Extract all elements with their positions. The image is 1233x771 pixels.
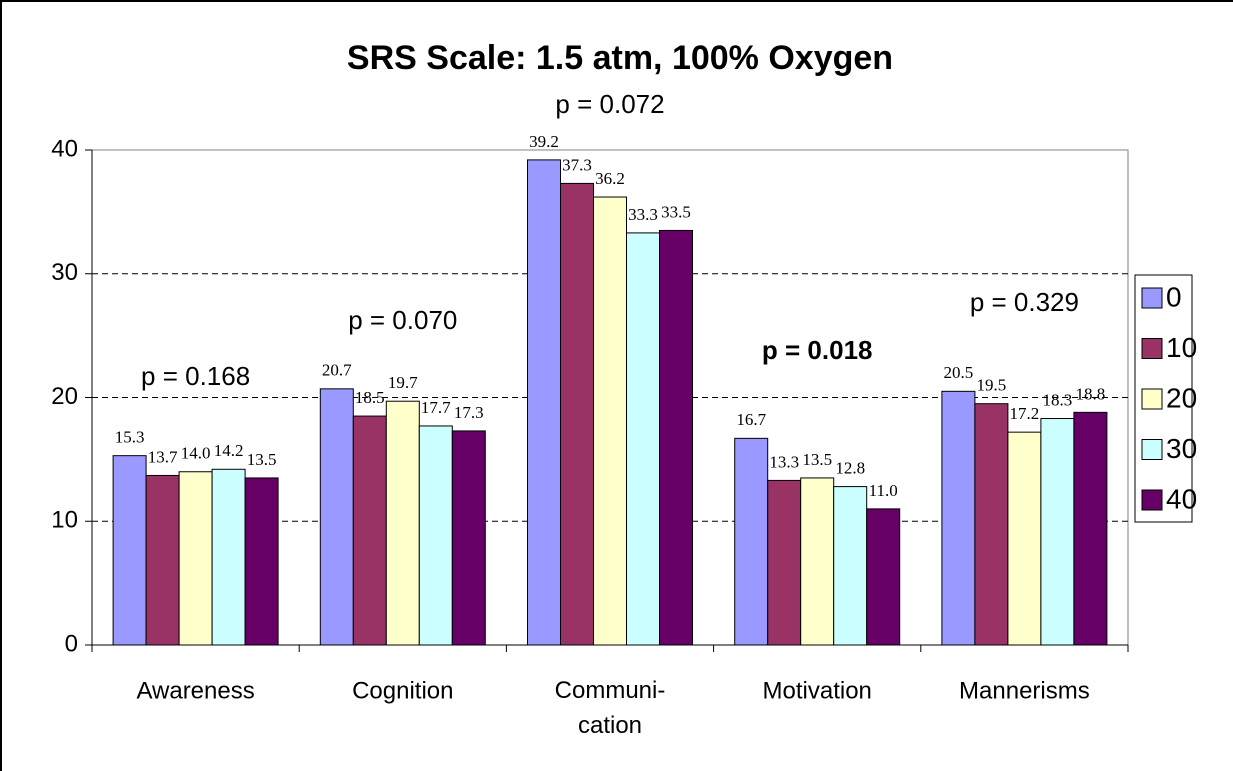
value-label: 19.5 xyxy=(977,376,1007,395)
bar xyxy=(352,415,387,646)
bar xyxy=(833,486,868,646)
bar xyxy=(659,229,693,646)
bar xyxy=(451,430,486,646)
y-tick-label: 30 xyxy=(51,259,78,286)
legend-swatch xyxy=(1141,388,1163,410)
bar xyxy=(626,232,660,646)
bar xyxy=(866,508,901,646)
y-tick-label: 10 xyxy=(51,507,78,534)
x-tick-label: Awareness xyxy=(136,677,254,704)
value-label: 20.5 xyxy=(944,363,974,382)
legend-label: 30 xyxy=(1166,433,1197,464)
bar xyxy=(244,477,279,646)
bar xyxy=(211,468,246,646)
annotation: p = 0.018 xyxy=(762,335,873,365)
value-label: 15.3 xyxy=(115,428,145,447)
y-tick-label: 0 xyxy=(65,630,78,657)
y-tick-label: 20 xyxy=(51,383,78,410)
legend-swatch xyxy=(1141,338,1163,359)
bar xyxy=(767,479,802,646)
bar xyxy=(1007,431,1042,646)
bar xyxy=(385,400,420,646)
bar xyxy=(145,474,180,646)
bar xyxy=(941,390,976,646)
chart-title: SRS Scale: 1.5 atm, 100% Oxygen xyxy=(347,39,893,77)
value-label: 19.7 xyxy=(388,373,418,392)
legend-swatch xyxy=(1141,489,1163,511)
x-tick-label: Communi-cation xyxy=(555,677,666,739)
value-label: 13.5 xyxy=(802,450,832,469)
legend-swatch xyxy=(1141,439,1163,460)
value-label: 37.3 xyxy=(562,155,592,174)
value-label: 13.5 xyxy=(247,450,277,469)
legend-swatch xyxy=(1141,287,1163,309)
value-label: 36.2 xyxy=(595,169,625,188)
annotation: p = 0.072 xyxy=(555,89,664,119)
value-label: 17.7 xyxy=(421,398,451,417)
value-label: 33.5 xyxy=(661,202,691,221)
value-label: 13.3 xyxy=(769,452,799,471)
bar xyxy=(319,388,354,646)
annotation: p = 0.070 xyxy=(348,305,457,335)
legend-label: 20 xyxy=(1166,382,1197,413)
legend-label: 40 xyxy=(1166,483,1197,514)
x-tick-label: Mannerisms xyxy=(959,677,1090,704)
value-label: 14.2 xyxy=(214,441,244,460)
bar xyxy=(418,425,453,646)
x-tick-label: Motivation xyxy=(763,677,872,704)
value-label: 13.7 xyxy=(148,447,178,466)
bar xyxy=(527,159,561,646)
value-label: 11.0 xyxy=(869,481,898,500)
bar xyxy=(112,455,147,646)
value-label: 39.2 xyxy=(529,132,559,151)
value-label: 18.8 xyxy=(1076,384,1106,403)
value-label: 16.7 xyxy=(736,410,766,429)
value-label: 18.3 xyxy=(1043,390,1073,409)
value-label: 20.7 xyxy=(322,361,352,380)
bar xyxy=(560,182,594,646)
bar xyxy=(178,471,213,646)
value-label: 14.0 xyxy=(181,444,211,463)
y-tick-label: 40 xyxy=(51,135,78,162)
value-label: 33.3 xyxy=(628,205,658,224)
bar xyxy=(974,403,1009,646)
plot-frame xyxy=(92,149,1129,645)
value-label: 17.2 xyxy=(1010,404,1040,423)
value-label: 12.8 xyxy=(835,459,865,478)
annotation: p = 0.329 xyxy=(970,287,1079,317)
bar xyxy=(800,477,835,646)
bar xyxy=(1073,411,1108,646)
value-label: 17.3 xyxy=(454,403,484,422)
x-tick-label: Cognition xyxy=(352,677,453,704)
bar xyxy=(593,196,627,646)
legend-label: 0 xyxy=(1166,281,1182,312)
annotation: p = 0.168 xyxy=(141,361,250,391)
bar xyxy=(1040,418,1075,646)
bar xyxy=(734,437,769,646)
value-label: 18.5 xyxy=(355,388,385,407)
legend-label: 10 xyxy=(1166,332,1197,363)
